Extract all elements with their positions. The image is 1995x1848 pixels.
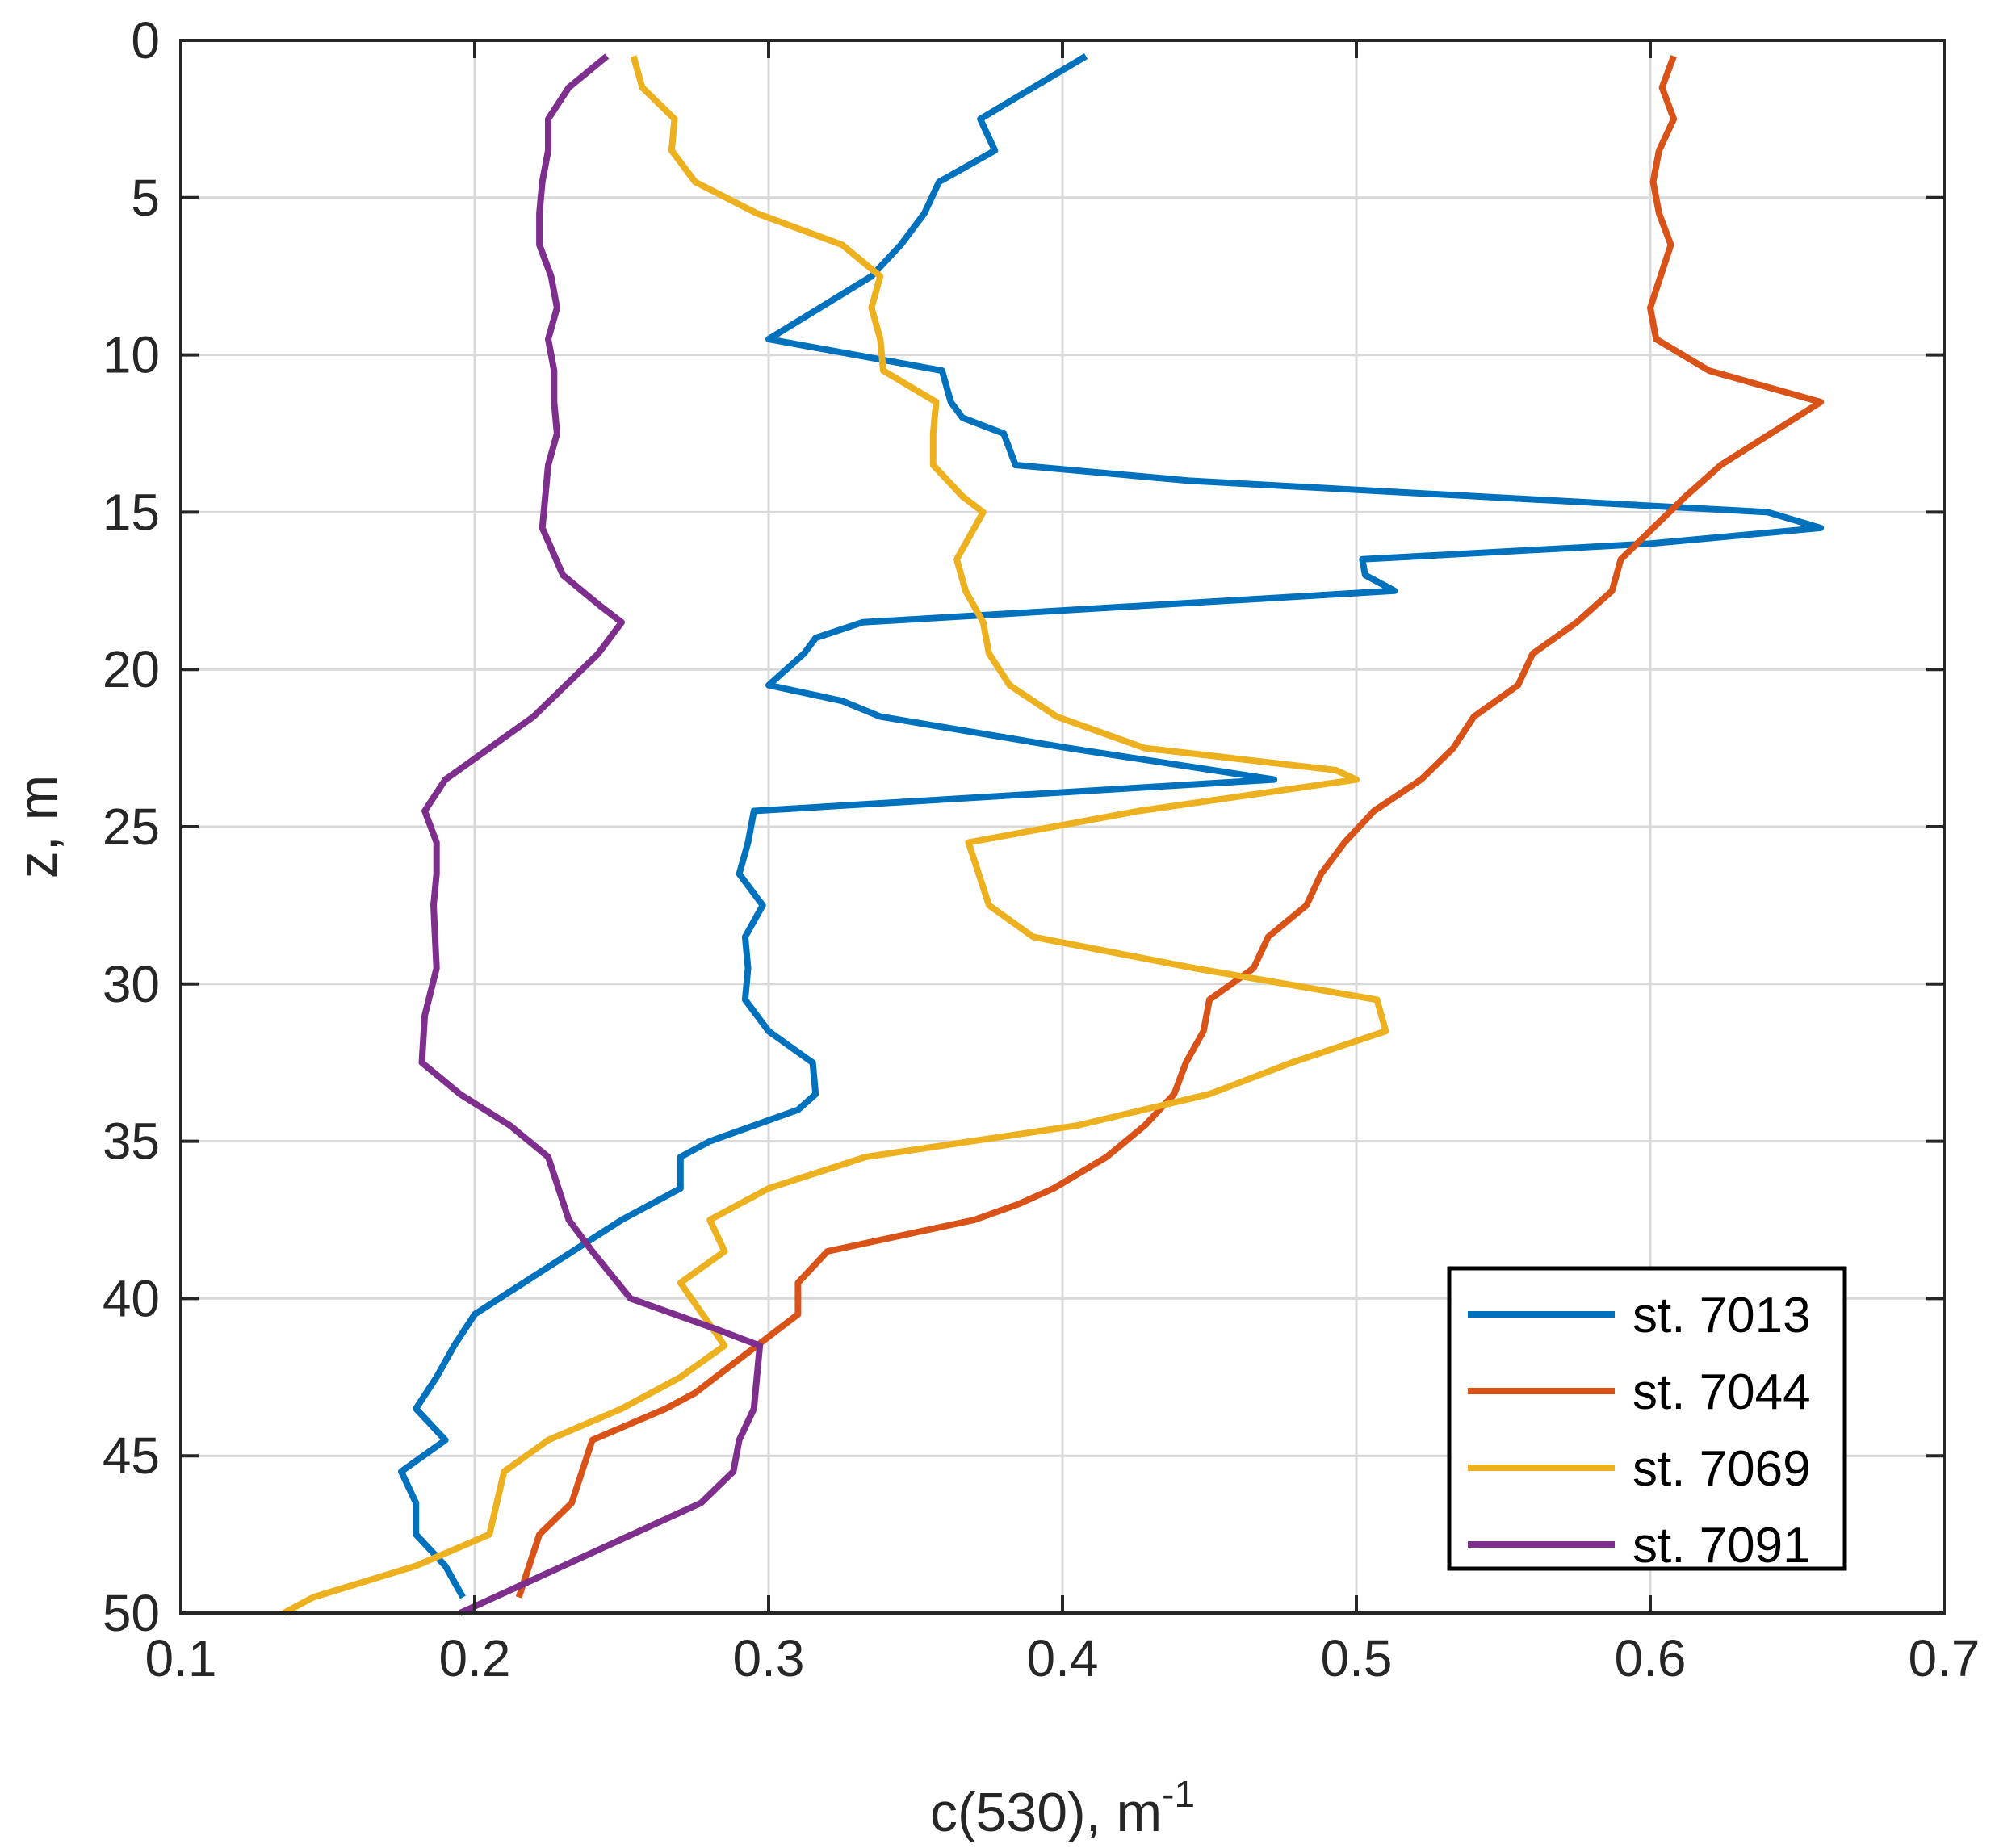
legend-label: st. 7069: [1632, 1441, 1811, 1497]
series-line-st-7069: [282, 55, 1389, 1616]
series-line-st-7013: [398, 53, 1825, 1599]
y-tick-label: 50: [103, 1584, 160, 1642]
series-lines: [282, 53, 1825, 1616]
y-tick-label: 0: [131, 11, 160, 69]
y-tick-label: 10: [103, 326, 160, 384]
y-tick-label: 25: [103, 798, 160, 856]
y-tick-label: 5: [131, 169, 160, 227]
y-tick-label: 15: [103, 483, 160, 541]
y-tick-label: 35: [103, 1113, 160, 1171]
axis-ticks: 0.1 0.2 0.3 0.4 0.5 0.6 0.7 0 5 10 15 20 25 30 35 40 45 5…: [103, 11, 1980, 1687]
series-line-st-7091: [418, 53, 764, 1616]
y-tick-label: 20: [103, 640, 160, 698]
x-tick-label: 0.2: [439, 1629, 511, 1687]
x-axis-title-superscript: -1: [1162, 1773, 1195, 1815]
y-tick-label: 30: [103, 955, 160, 1013]
series-line-st-7044: [515, 55, 1825, 1599]
x-tick-label: 0.3: [733, 1629, 805, 1687]
x-tick-label: 0.7: [1909, 1629, 1980, 1687]
y-axis-title: z, m: [7, 775, 69, 878]
legend: st. 7013 st. 7044 st. 7069 st. 7091: [1447, 1266, 1847, 1574]
legend-box: [1447, 1266, 1847, 1571]
y-tick-label: 40: [103, 1269, 160, 1327]
x-tick-label: 0.1: [145, 1629, 217, 1687]
x-axis-title: c(530), m-1: [930, 1773, 1195, 1843]
legend-label: st. 7091: [1632, 1518, 1811, 1574]
x-tick-label: 0.5: [1321, 1629, 1393, 1687]
x-tick-label: 0.6: [1615, 1629, 1687, 1687]
y-tick-label: 45: [103, 1427, 160, 1485]
x-axis-title-text: c(530), m: [930, 1782, 1162, 1843]
x-tick-label: 0.4: [1027, 1629, 1099, 1687]
legend-label: st. 7044: [1632, 1364, 1811, 1420]
legend-label: st. 7013: [1632, 1288, 1811, 1343]
